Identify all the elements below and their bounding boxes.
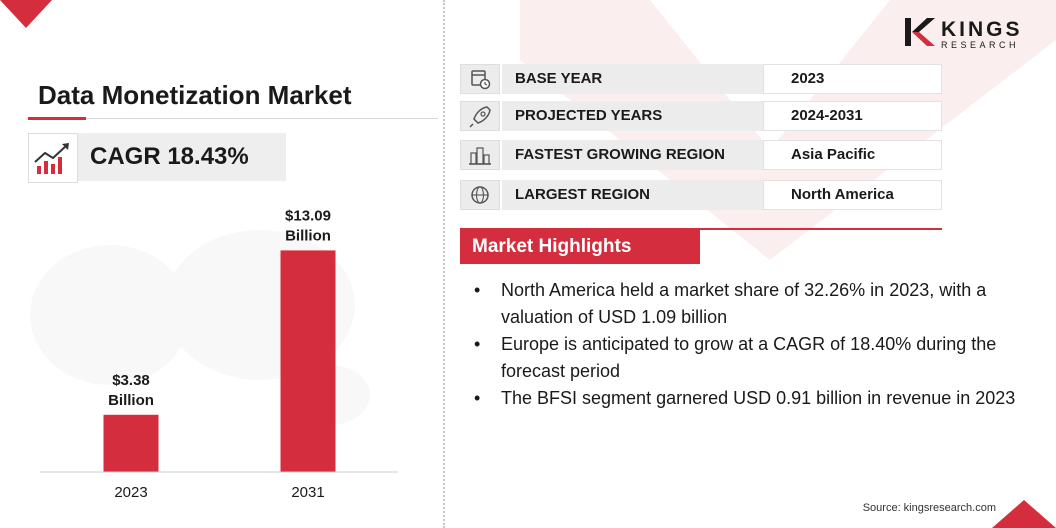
bullet-icon: • bbox=[474, 334, 481, 354]
title-underline-accent bbox=[28, 117, 86, 120]
bar-2031 bbox=[280, 250, 336, 472]
info-label: PROJECTED YEARS bbox=[502, 101, 802, 131]
source-note: Source: kingsresearch.com bbox=[862, 502, 996, 514]
info-row-base-year: BASE YEAR 2023 bbox=[460, 64, 942, 94]
list-item: • North America held a market share of 32… bbox=[470, 277, 1030, 331]
corner-decoration bbox=[0, 0, 52, 28]
title-underline bbox=[28, 118, 438, 119]
trending-up-chart-icon bbox=[28, 133, 78, 183]
data-label: Billion bbox=[108, 392, 154, 409]
highlights-rule bbox=[460, 228, 942, 230]
data-label: Billion bbox=[285, 227, 331, 244]
bullet-icon: • bbox=[474, 388, 481, 408]
kings-research-logo: KINGS RESEARCH bbox=[903, 14, 1033, 54]
market-size-bar-chart: $3.38 Billion 2023 $13.09 Billion 2031 bbox=[30, 207, 398, 501]
city-skyline-icon bbox=[460, 140, 500, 170]
highlight-text: The BFSI segment garnered USD 0.91 billi… bbox=[501, 388, 1016, 408]
logo-sub-text: RESEARCH bbox=[941, 40, 1019, 50]
logo-main-text: KINGS bbox=[941, 18, 1023, 41]
info-value: North America bbox=[763, 180, 942, 210]
info-row-largest-region: LARGEST REGION North America bbox=[460, 180, 942, 210]
info-label: FASTEST GROWING REGION bbox=[502, 140, 802, 170]
highlight-text: Europe is anticipated to grow at a CAGR … bbox=[501, 334, 997, 381]
info-value: 2024-2031 bbox=[763, 101, 942, 131]
highlights-heading: Market Highlights bbox=[460, 230, 700, 264]
info-row-fastest-growing-region: FASTEST GROWING REGION Asia Pacific bbox=[460, 140, 942, 170]
info-value: Asia Pacific bbox=[763, 140, 942, 170]
info-label: BASE YEAR bbox=[502, 64, 802, 94]
globe-icon bbox=[460, 180, 500, 210]
x-tick-label: 2023 bbox=[114, 484, 147, 501]
calendar-clock-icon bbox=[460, 64, 500, 94]
highlights-list: • North America held a market share of 32… bbox=[470, 277, 1030, 412]
cagr-badge: CAGR 18.43% bbox=[78, 133, 286, 181]
highlight-text: North America held a market share of 32.… bbox=[501, 280, 987, 327]
panel-divider bbox=[443, 0, 445, 528]
bullet-icon: • bbox=[474, 280, 481, 300]
x-tick-label: 2031 bbox=[291, 484, 324, 501]
rocket-icon bbox=[460, 101, 500, 131]
data-label: $3.38 bbox=[112, 372, 150, 389]
info-row-projected-years: PROJECTED YEARS 2024-2031 bbox=[460, 101, 942, 131]
corner-decoration bbox=[992, 500, 1056, 528]
bar-2023 bbox=[103, 414, 159, 472]
list-item: • Europe is anticipated to grow at a CAGR… bbox=[470, 331, 1030, 385]
info-label: LARGEST REGION bbox=[502, 180, 802, 210]
data-label: $13.09 bbox=[285, 207, 331, 224]
info-value: 2023 bbox=[763, 64, 942, 94]
list-item: • The BFSI segment garnered USD 0.91 bill… bbox=[470, 385, 1030, 412]
page-title: Data Monetization Market bbox=[38, 80, 352, 110]
